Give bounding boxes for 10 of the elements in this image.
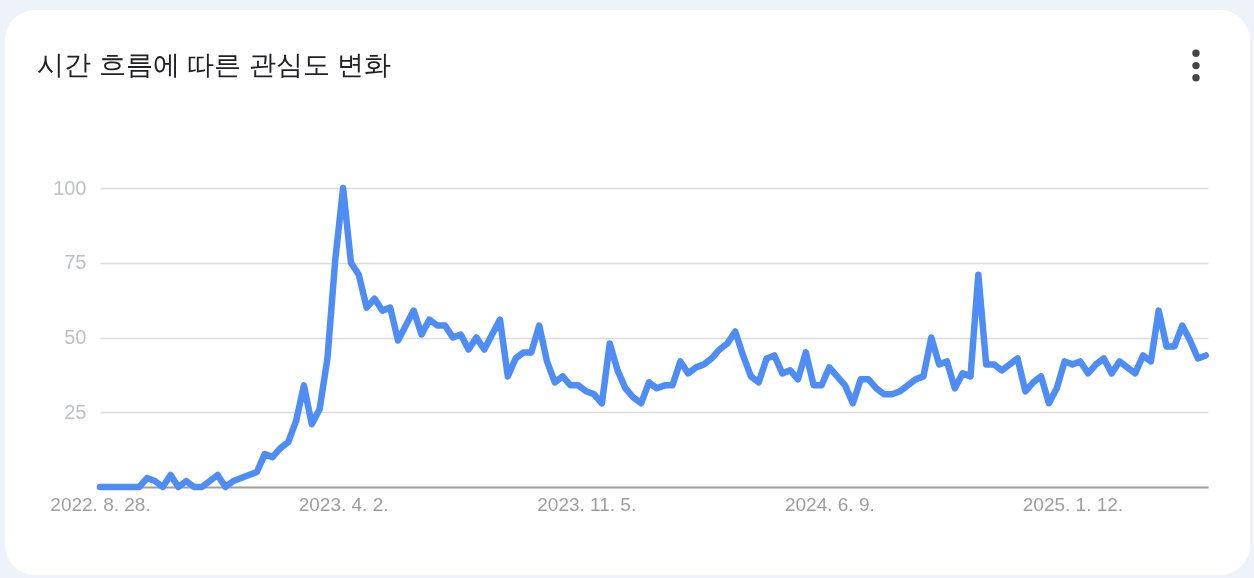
x-tick-label: 2022. 8. 28. <box>50 493 151 515</box>
x-tick-label: 2023. 4. 2. <box>298 493 389 515</box>
y-tick-label: 25 <box>64 400 87 423</box>
x-tick-label: 2025. 1. 12. <box>1022 493 1124 515</box>
y-tick-label: 50 <box>64 326 87 348</box>
x-tick-label: 2024. 6. 9. <box>784 493 875 515</box>
x-tick-label: 2023. 11. 5. <box>537 493 637 515</box>
y-tick-label: 100 <box>53 176 87 199</box>
y-tick-label: 75 <box>64 251 87 274</box>
chart-title: 시간 흐름에 따른 관심도 변화 <box>37 50 392 80</box>
